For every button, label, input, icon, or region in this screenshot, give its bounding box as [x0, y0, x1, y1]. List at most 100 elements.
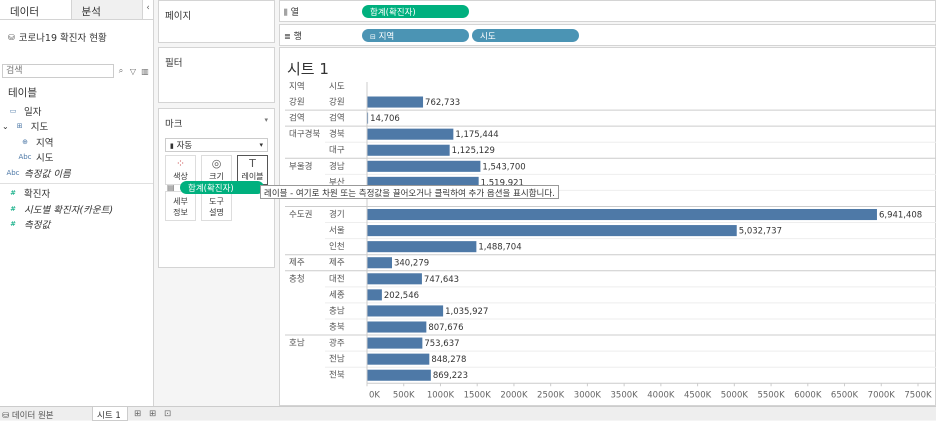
rows-region-pill[interactable]: ⊟ 지역 — [362, 29, 469, 42]
bar — [367, 241, 477, 253]
globe-icon: ⊕ — [22, 137, 28, 146]
region-label: 수도권 — [289, 209, 312, 220]
sido-label: 경북 — [329, 129, 345, 140]
region-label: 호남 — [289, 339, 305, 349]
new-dashboard-icon[interactable]: ⊞ — [149, 409, 157, 419]
x-tick-label: 3000K — [574, 390, 602, 400]
datasource-item[interactable]: ⛁ 코로나19 확진자 현황 — [0, 20, 153, 48]
measure-icon: # — [10, 189, 16, 198]
bar — [367, 369, 431, 381]
detail-button[interactable]: 세부 정보 — [165, 191, 196, 221]
bar — [367, 160, 481, 172]
field-item[interactable]: # 확진자 — [0, 186, 153, 202]
data-pane: 데이터 분석 ‹ ⛁ 코로나19 확진자 현황 ⌕ ▽ ▥ 테이블 ▭ 일자 ⌄ ⊞ 지… — [0, 0, 154, 406]
data-label: 807,676 — [428, 323, 463, 333]
data-label: 1,519,921 — [481, 178, 524, 188]
calendar-icon: ▭ — [9, 106, 17, 115]
size-button[interactable]: ◎ 크기 — [201, 155, 232, 185]
collapse-pane-icon[interactable]: ‹ — [146, 3, 150, 13]
pages-card[interactable]: 페이지 — [158, 0, 275, 43]
x-tick-label: 2000K — [500, 390, 528, 400]
sido-label: 대전 — [329, 273, 345, 284]
data-label: 869,223 — [433, 371, 468, 381]
search-input[interactable] — [2, 64, 114, 78]
label-tooltip: 레이블 - 여기로 차원 또는 측정값을 끌어오거나 클릭하여 추가 옵션을 표… — [260, 185, 559, 199]
sido-label: 경남 — [329, 161, 345, 172]
bar — [367, 96, 424, 108]
search-icon[interactable]: ⌕ — [118, 66, 124, 75]
header-region: 지역 — [289, 81, 305, 92]
marks-measure-pill[interactable]: 합계(확진자) — [180, 181, 264, 194]
x-tick-label: 5500K — [757, 390, 785, 400]
header-sido: 시도 — [329, 82, 345, 92]
view-options-icon[interactable]: ▥ — [141, 66, 149, 76]
tooltip-button[interactable]: 도구 설명 — [201, 191, 232, 221]
sido-label: 전북 — [329, 370, 345, 381]
tab-datasource[interactable]: ⛁ 데이터 원본 — [2, 409, 54, 421]
sheet-title[interactable]: 시트 1 — [287, 60, 329, 78]
rows-sido-pill[interactable]: 시도 — [472, 29, 579, 42]
bar — [367, 305, 444, 317]
region-label: 검역 — [289, 113, 305, 124]
data-label: 6,941,408 — [879, 210, 922, 220]
tab-sheet[interactable]: 시트 1 — [92, 407, 128, 421]
expand-chevron-icon[interactable]: ⌄ — [2, 121, 9, 131]
worksheet: 시트 1 지역 시도 강원 강원 762,733 검역 검역 14,706 대구경북 경북 1,… — [279, 47, 936, 406]
field-item[interactable]: Abc 시도 — [0, 150, 153, 166]
filters-card[interactable]: 필터 — [158, 47, 275, 103]
columns-shelf[interactable]: ⫼ 열 합계(확진자) — [279, 0, 936, 22]
sido-label: 제주 — [329, 258, 345, 268]
pane-tabs: 데이터 분석 ‹ — [0, 0, 153, 20]
field-label: 지역 — [36, 137, 54, 149]
color-icon: ⁘ — [175, 157, 186, 170]
data-label: 1,488,704 — [478, 243, 521, 253]
rows-region-label: 지역 — [378, 32, 395, 42]
x-tick-label: 0K — [369, 390, 380, 400]
hierarchy-icon: ⊞ — [16, 122, 23, 131]
label-label: 레이블 — [241, 172, 264, 181]
field-item[interactable]: # 측정값 — [0, 217, 153, 233]
tab-analysis[interactable]: 분석 — [71, 0, 144, 19]
field-item[interactable]: # 시도별 확진자(카운트) — [0, 201, 153, 217]
bar — [367, 321, 427, 333]
sido-label: 서울 — [329, 226, 345, 236]
field-item[interactable]: ⌄ ⊞ 지도 — [0, 119, 153, 135]
marks-menu-icon[interactable]: ▾ — [264, 116, 268, 124]
tab-data[interactable]: 데이터 — [0, 0, 72, 19]
field-item[interactable]: Abc 측정값 이름 — [0, 165, 153, 181]
columns-label: 열 — [290, 8, 299, 18]
x-tick-label: 4000K — [647, 390, 675, 400]
rows-shelf[interactable]: ≣ 행 ⊟ 지역 시도 — [279, 24, 936, 46]
filter-icon[interactable]: ▽ — [129, 66, 137, 76]
field-item[interactable]: ▭ 일자 — [0, 103, 153, 119]
field-label: 시도 — [36, 153, 54, 165]
bar — [367, 208, 877, 221]
columns-measure-pill[interactable]: 합계(확진자) — [362, 5, 469, 18]
field-item[interactable]: ⊕ 지역 — [0, 134, 153, 150]
sheet-tabs-bar: ⛁ 데이터 원본 시트 1 ⊞ ⊞ ⊡ — [0, 406, 936, 421]
bar-chart: 지역 시도 강원 강원 762,733 검역 검역 14,706 대구경북 경북 1,175,4… — [285, 81, 936, 400]
field-label: 지도 — [30, 122, 49, 134]
x-tick-label: 5000K — [721, 390, 749, 400]
bar — [367, 257, 392, 269]
x-tick-label: 7000K — [868, 390, 896, 400]
columns-icon: ⫼ — [284, 8, 288, 17]
x-tick-label: 4500K — [684, 390, 712, 400]
size-label: 크기 — [209, 172, 224, 181]
expand-icon: ⊟ — [370, 33, 376, 41]
mark-type-select[interactable]: ▮ 자동 ▾ — [165, 138, 268, 152]
sido-label: 경기 — [329, 209, 345, 220]
database-icon: ⛁ — [8, 32, 15, 42]
bar — [367, 128, 454, 140]
new-sheet-icon[interactable]: ⊞ — [134, 409, 142, 419]
size-icon: ◎ — [211, 157, 222, 170]
sido-label: 전남 — [329, 354, 345, 365]
data-label: 202,546 — [384, 291, 419, 301]
bar — [367, 353, 430, 365]
region-label: 제주 — [289, 258, 305, 268]
x-tick-label: 500K — [393, 390, 415, 400]
database-small-icon: ⛁ — [2, 411, 10, 421]
label-icon: T — [249, 157, 256, 170]
bar — [367, 273, 422, 285]
new-story-icon[interactable]: ⊡ — [164, 409, 172, 419]
